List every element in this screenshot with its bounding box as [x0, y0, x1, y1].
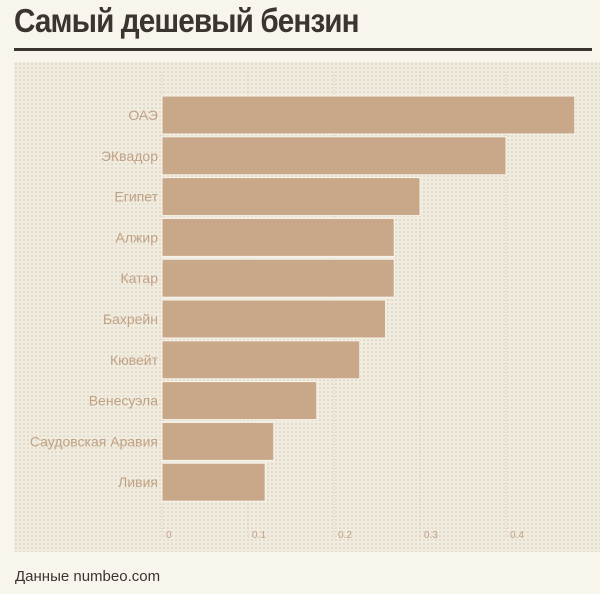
category-label: Египет	[114, 189, 158, 205]
category-label: Саудовская Аравия	[30, 433, 158, 449]
bar	[161, 462, 266, 502]
title-rule	[14, 48, 592, 51]
chart-title: Самый дешевый бензин	[14, 2, 360, 39]
x-tick-label: 0.2	[338, 530, 352, 541]
bar	[161, 381, 318, 421]
bar	[161, 340, 361, 380]
x-tick-label: 0.1	[252, 530, 266, 541]
category-label: Венесуэла	[89, 393, 158, 409]
x-tick-label: 0.4	[510, 530, 524, 541]
source-note: Данные numbeo.com	[15, 568, 161, 585]
x-tick-label: 0.3	[424, 530, 438, 541]
category-label: Ливия	[118, 474, 158, 490]
category-label: Бахрейн	[103, 311, 158, 327]
category-label: ОАЭ	[128, 107, 158, 123]
category-label: Катар	[121, 270, 159, 286]
bar	[161, 95, 576, 135]
bar	[161, 177, 421, 217]
category-label: ЭКвадор	[101, 148, 158, 164]
category-label: Алжир	[116, 229, 159, 245]
x-tick-label: 0	[166, 530, 172, 541]
bar	[161, 217, 395, 257]
bar	[161, 421, 275, 461]
bar	[161, 136, 507, 176]
bar	[161, 258, 395, 298]
bar	[161, 299, 387, 339]
category-label: Кювейт	[110, 352, 159, 368]
